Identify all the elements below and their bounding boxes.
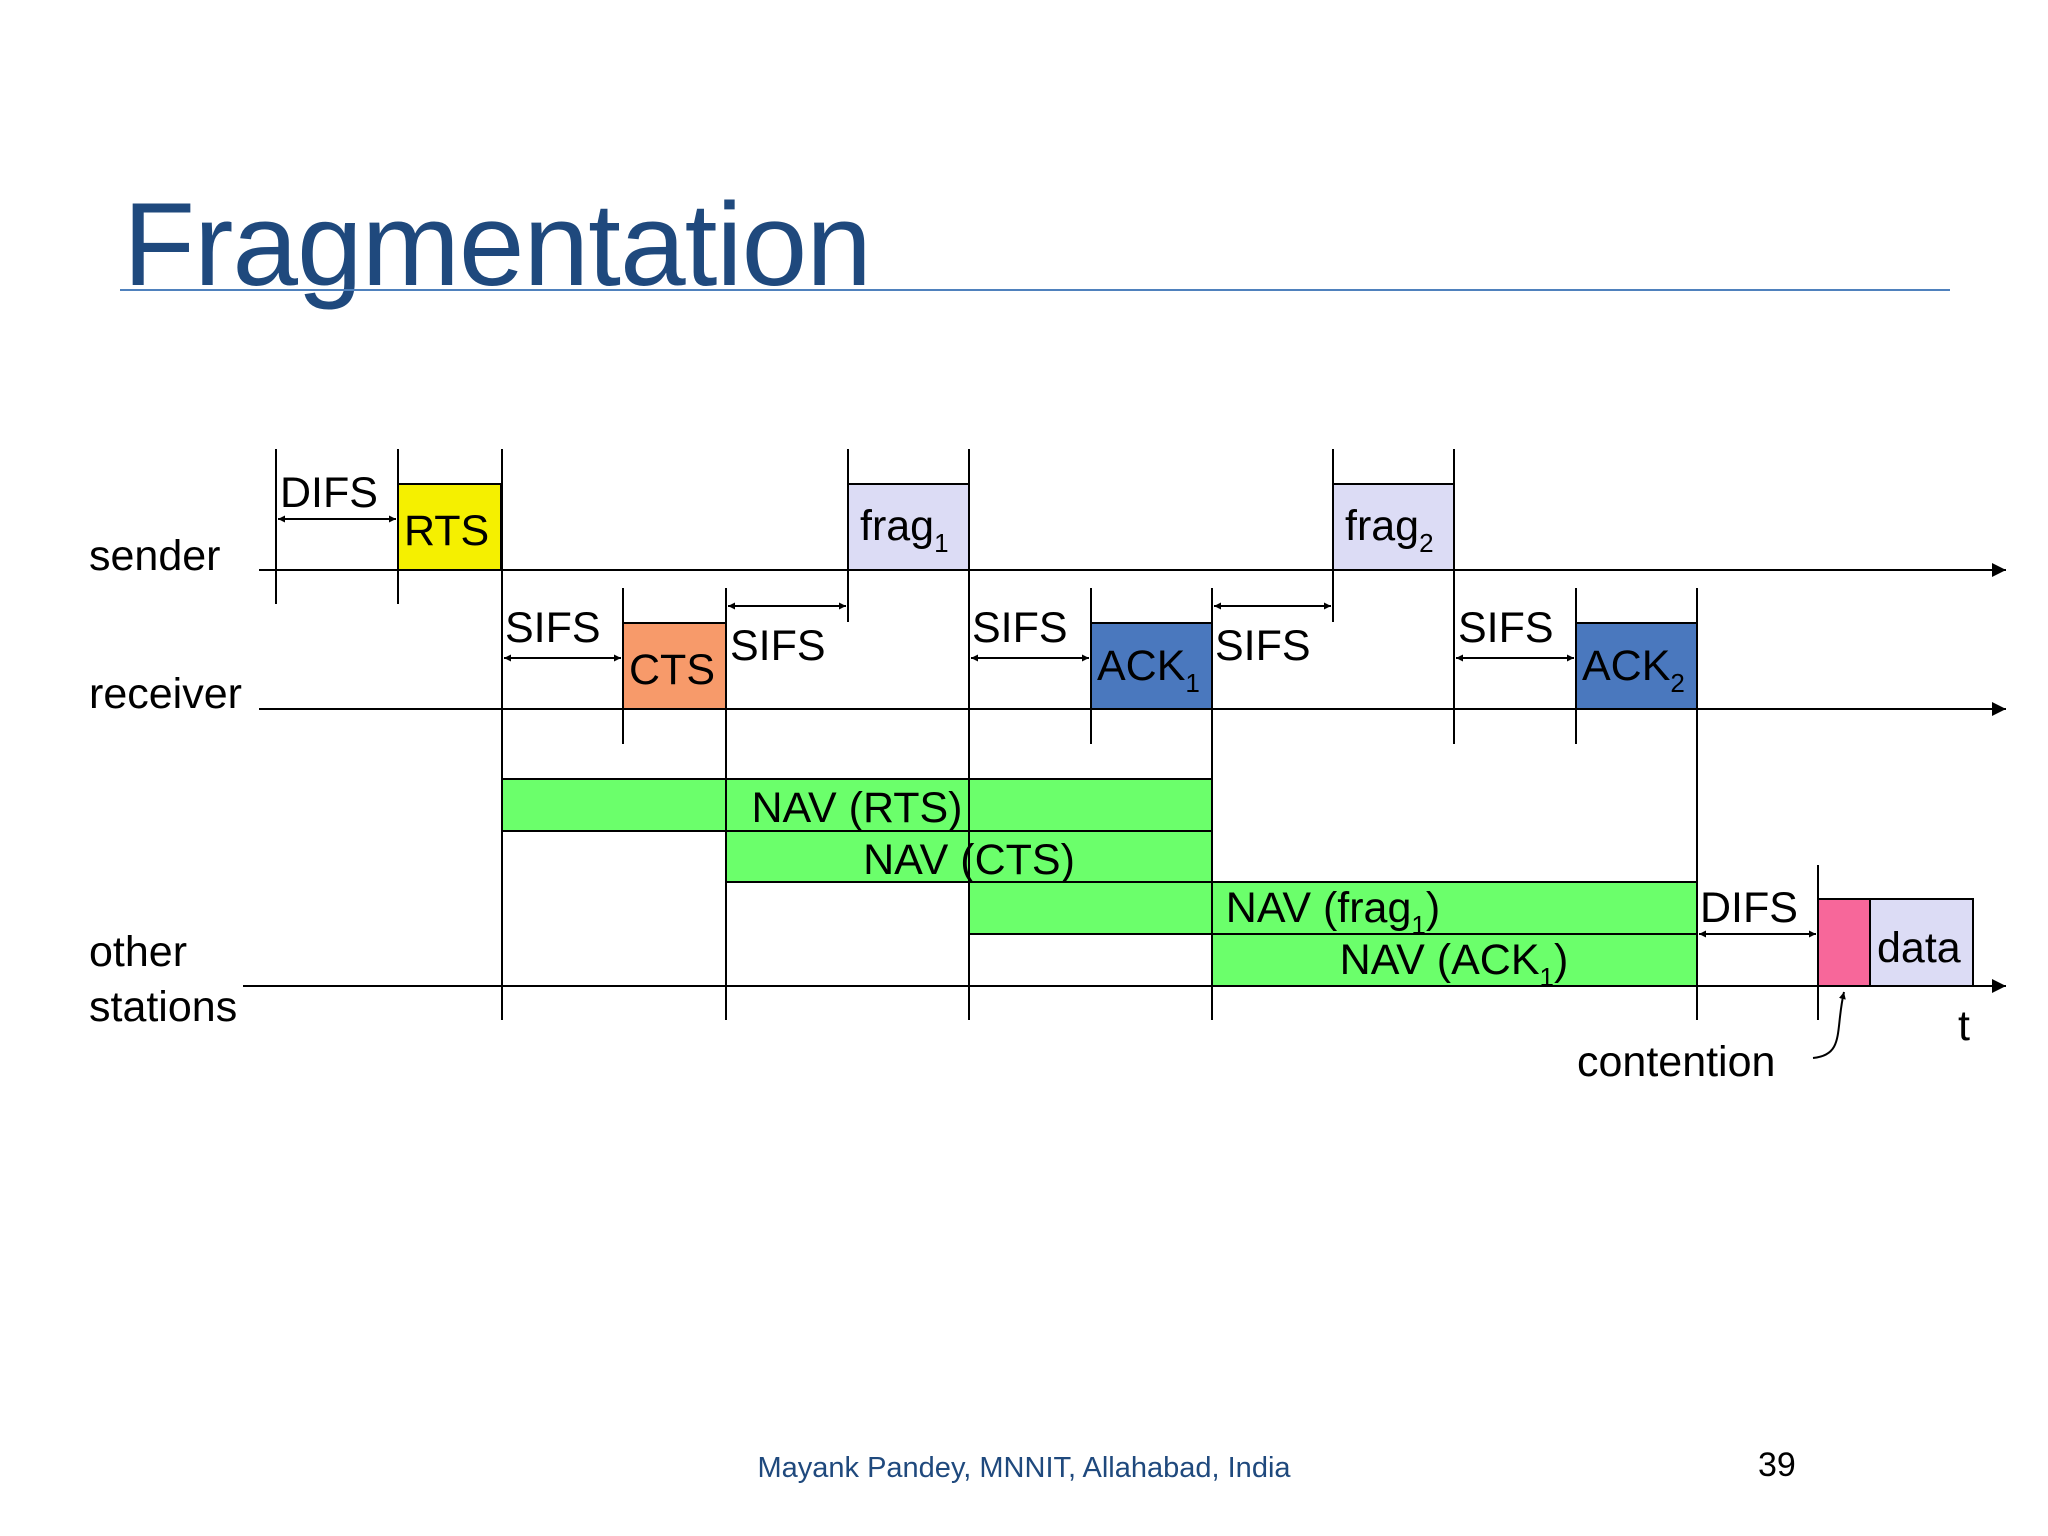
title-underline	[120, 289, 1950, 291]
ack2-label: ACK2	[1582, 642, 1685, 698]
nav-frag1-bar	[968, 881, 1698, 935]
contention-pointer-arrow	[1812, 991, 1846, 1059]
nav-frag1-label: NAV (frag1)	[1226, 884, 1440, 940]
nav-rts-label: NAV (RTS)	[751, 784, 962, 832]
ack1-label: ACK1	[1097, 642, 1200, 698]
sifs-5-label: SIFS	[1458, 604, 1554, 652]
slide-number: 39	[1758, 1446, 1796, 1484]
rts-label: RTS	[404, 507, 489, 555]
sender-row-label: sender	[89, 532, 220, 580]
cts-label: CTS	[629, 646, 715, 694]
timing-markers	[275, 449, 1819, 1020]
nav-ack1-label: NAV (ACK1)	[1340, 936, 1569, 992]
other-stations-label-line1: other	[89, 928, 187, 976]
data-frame	[1869, 898, 1974, 987]
sifs-2-label: SIFS	[730, 622, 826, 670]
slide-title: Fragmentation	[123, 179, 872, 311]
rts-frame	[397, 483, 502, 571]
nav-rts-bar	[501, 778, 1213, 832]
difs-2-label: DIFS	[1700, 884, 1798, 932]
time-axis-label: t	[1958, 1002, 1970, 1050]
sifs-4-label: SIFS	[1215, 622, 1311, 670]
difs-1-label: DIFS	[280, 469, 378, 517]
data-label: data	[1877, 924, 1961, 972]
contention-slot	[1817, 898, 1871, 987]
sifs-1-label: SIFS	[505, 604, 601, 652]
receiver-row-label: receiver	[89, 670, 242, 718]
sifs-3-label: SIFS	[972, 604, 1068, 652]
footer-author: Mayank Pandey, MNNIT, Allahabad, India	[757, 1452, 1291, 1484]
frag1-label: frag1	[860, 502, 949, 558]
frag2-label: frag2	[1345, 502, 1434, 558]
contention-label: contention	[1577, 1038, 1775, 1086]
other-stations-label-line2: stations	[89, 983, 237, 1031]
